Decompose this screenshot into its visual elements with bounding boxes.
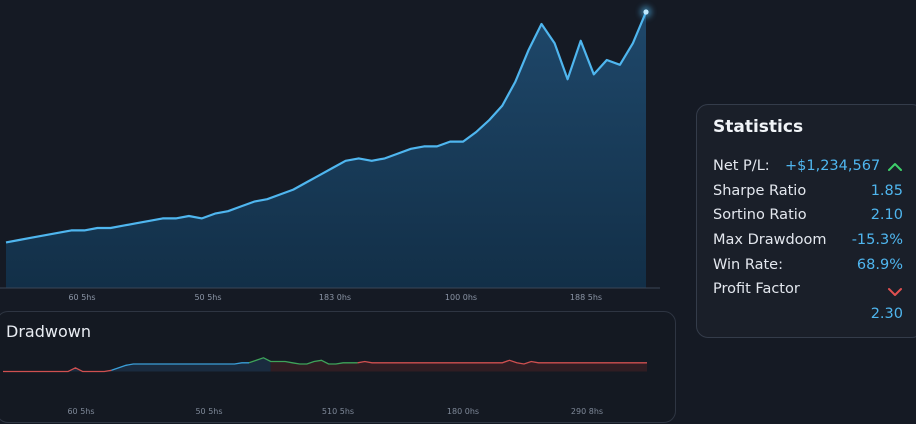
drawdown-x-tick: 50 5hs <box>195 407 222 416</box>
max-drawdown-value: -15.3% <box>851 232 903 248</box>
profit-factor-label: Profit Factor <box>713 281 800 297</box>
drawdown-x-tick: 180 0hs <box>447 407 479 416</box>
net-pl-value: +$1,234,567 <box>785 158 881 174</box>
drawdown-line-red-start <box>3 367 112 373</box>
equity-x-tick: 188 5hs <box>570 293 602 302</box>
win-rate-label: Win Rate: <box>713 257 783 273</box>
equity-x-tick: 60 5hs <box>68 293 95 302</box>
drawdown-line-green <box>248 357 358 365</box>
statistics-panel: Statistics Net P/L: +$1,234,567 Sharpe R… <box>696 104 916 338</box>
equity-line <box>5 11 648 244</box>
sharpe-ratio-label: Sharpe Ratio <box>713 183 807 199</box>
drawdown-line-red-end <box>357 359 647 365</box>
statistics-title: Statistics <box>713 117 804 137</box>
equity-x-tick: 50 5hs <box>194 293 221 302</box>
drawdown-x-tick: 510 5hs <box>322 407 354 416</box>
drawdown-chart: 60 5hs 50 5hs 510 5hs 180 0hs 290 8hs <box>3 357 647 416</box>
drawdown-line-blue <box>111 362 249 371</box>
equity-end-point <box>643 9 649 15</box>
chevron-down-icon <box>888 288 902 296</box>
drawdown-x-tick: 290 8hs <box>571 407 603 416</box>
sortino-ratio-value: 2.10 <box>870 207 903 223</box>
equity-x-tick: 183 0hs <box>319 293 351 302</box>
drawdown-title: Dradwown <box>6 322 91 341</box>
net-pl-label: Net P/L: <box>713 158 770 174</box>
chevron-up-icon <box>888 163 902 171</box>
equity-x-tick: 100 0hs <box>445 293 477 302</box>
sortino-ratio-label: Sortino Ratio <box>713 207 807 223</box>
win-rate-value: 68.9% <box>856 257 903 273</box>
max-drawdown-label: Max Drawdoom <box>713 232 827 248</box>
sharpe-ratio-value: 1.85 <box>870 183 903 199</box>
drawdown-area-late <box>270 360 647 372</box>
equity-area <box>6 12 646 288</box>
profit-factor-value: 2.30 <box>870 306 903 322</box>
drawdown-x-tick: 60 5hs <box>67 407 94 416</box>
equity-chart: 60 5hs 50 5hs 183 0hs 100 0hs 188 5hs <box>0 6 660 302</box>
drawdown-panel: 60 5hs 50 5hs 510 5hs 180 0hs 290 8hs Dradwo… <box>0 311 676 423</box>
